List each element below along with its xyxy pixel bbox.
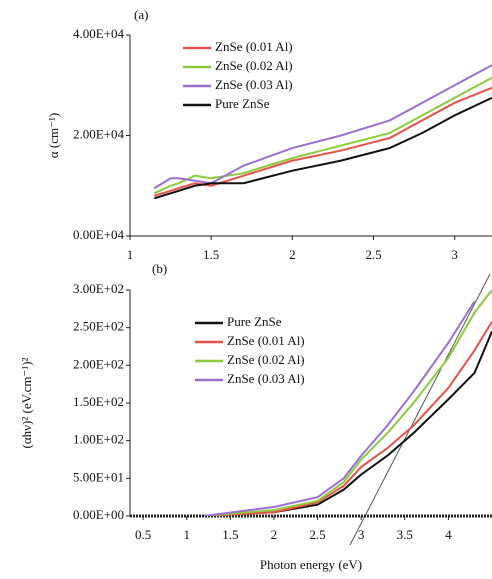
series-line (204, 321, 492, 516)
x-tick-label: 3 (451, 247, 458, 262)
y-tick-label: 1.50E+02 (73, 394, 124, 409)
series-line (153, 64, 492, 190)
panel-title: (b) (152, 261, 167, 276)
x-tick-label: 1.5 (222, 527, 238, 542)
tangent-line (349, 273, 491, 546)
x-tick-label: 2.5 (309, 527, 325, 542)
legend-label: ZnSe (0.03 Al) (227, 371, 305, 386)
y-tick-label: 2.00E+02 (73, 356, 124, 371)
y-tick-label: 5.00E+01 (73, 469, 124, 484)
legend-label: ZnSe (0.02 Al) (215, 58, 293, 73)
y-axis-label: (αhν)² (eV.cm⁻¹)² (19, 357, 34, 448)
y-tick-label: 4.00E+04 (73, 26, 125, 41)
legend-label: ZnSe (0.03 Al) (215, 77, 293, 92)
series-line (204, 300, 476, 516)
y-axis-label: α (cm⁻¹) (46, 113, 61, 158)
y-tick-label: 0.00E+00 (73, 507, 124, 522)
series-line (204, 331, 492, 516)
y-tick-label: 1.00E+02 (73, 432, 124, 447)
x-tick-label: 2 (271, 527, 278, 542)
x-tick-label: 3.5 (397, 527, 413, 542)
plot-area (153, 64, 492, 200)
series-line (204, 290, 492, 516)
series-line (153, 76, 492, 195)
legend-label: Pure ZnSe (215, 96, 270, 111)
x-tick-label: 2.5 (365, 247, 381, 262)
y-tick-label: 0.00E+04 (73, 227, 125, 242)
series-line (154, 86, 492, 197)
legend-label: ZnSe (0.01 Al) (215, 39, 293, 54)
x-tick-label: 4 (445, 527, 452, 542)
x-tick-label: 0.5 (135, 527, 151, 542)
x-tick-label: 1 (127, 247, 134, 262)
y-tick-label: 2.00E+04 (73, 126, 125, 141)
plot-area (204, 290, 492, 516)
x-tick-label: 3 (358, 527, 365, 542)
series-line (154, 96, 492, 200)
x-tick-label: 1 (183, 527, 190, 542)
legend-label: ZnSe (0.02 Al) (227, 352, 305, 367)
x-axis-label: Photon energy (eV) (260, 557, 362, 572)
x-tick-label: 1.5 (203, 247, 219, 262)
panel-title: (a) (134, 7, 148, 22)
legend-label: Pure ZnSe (227, 314, 282, 329)
legend-label: ZnSe (0.01 Al) (227, 333, 305, 348)
y-tick-label: 2.50E+02 (73, 319, 124, 334)
y-tick-label: 3.00E+02 (73, 281, 124, 296)
x-tick-label: 2 (289, 247, 296, 262)
